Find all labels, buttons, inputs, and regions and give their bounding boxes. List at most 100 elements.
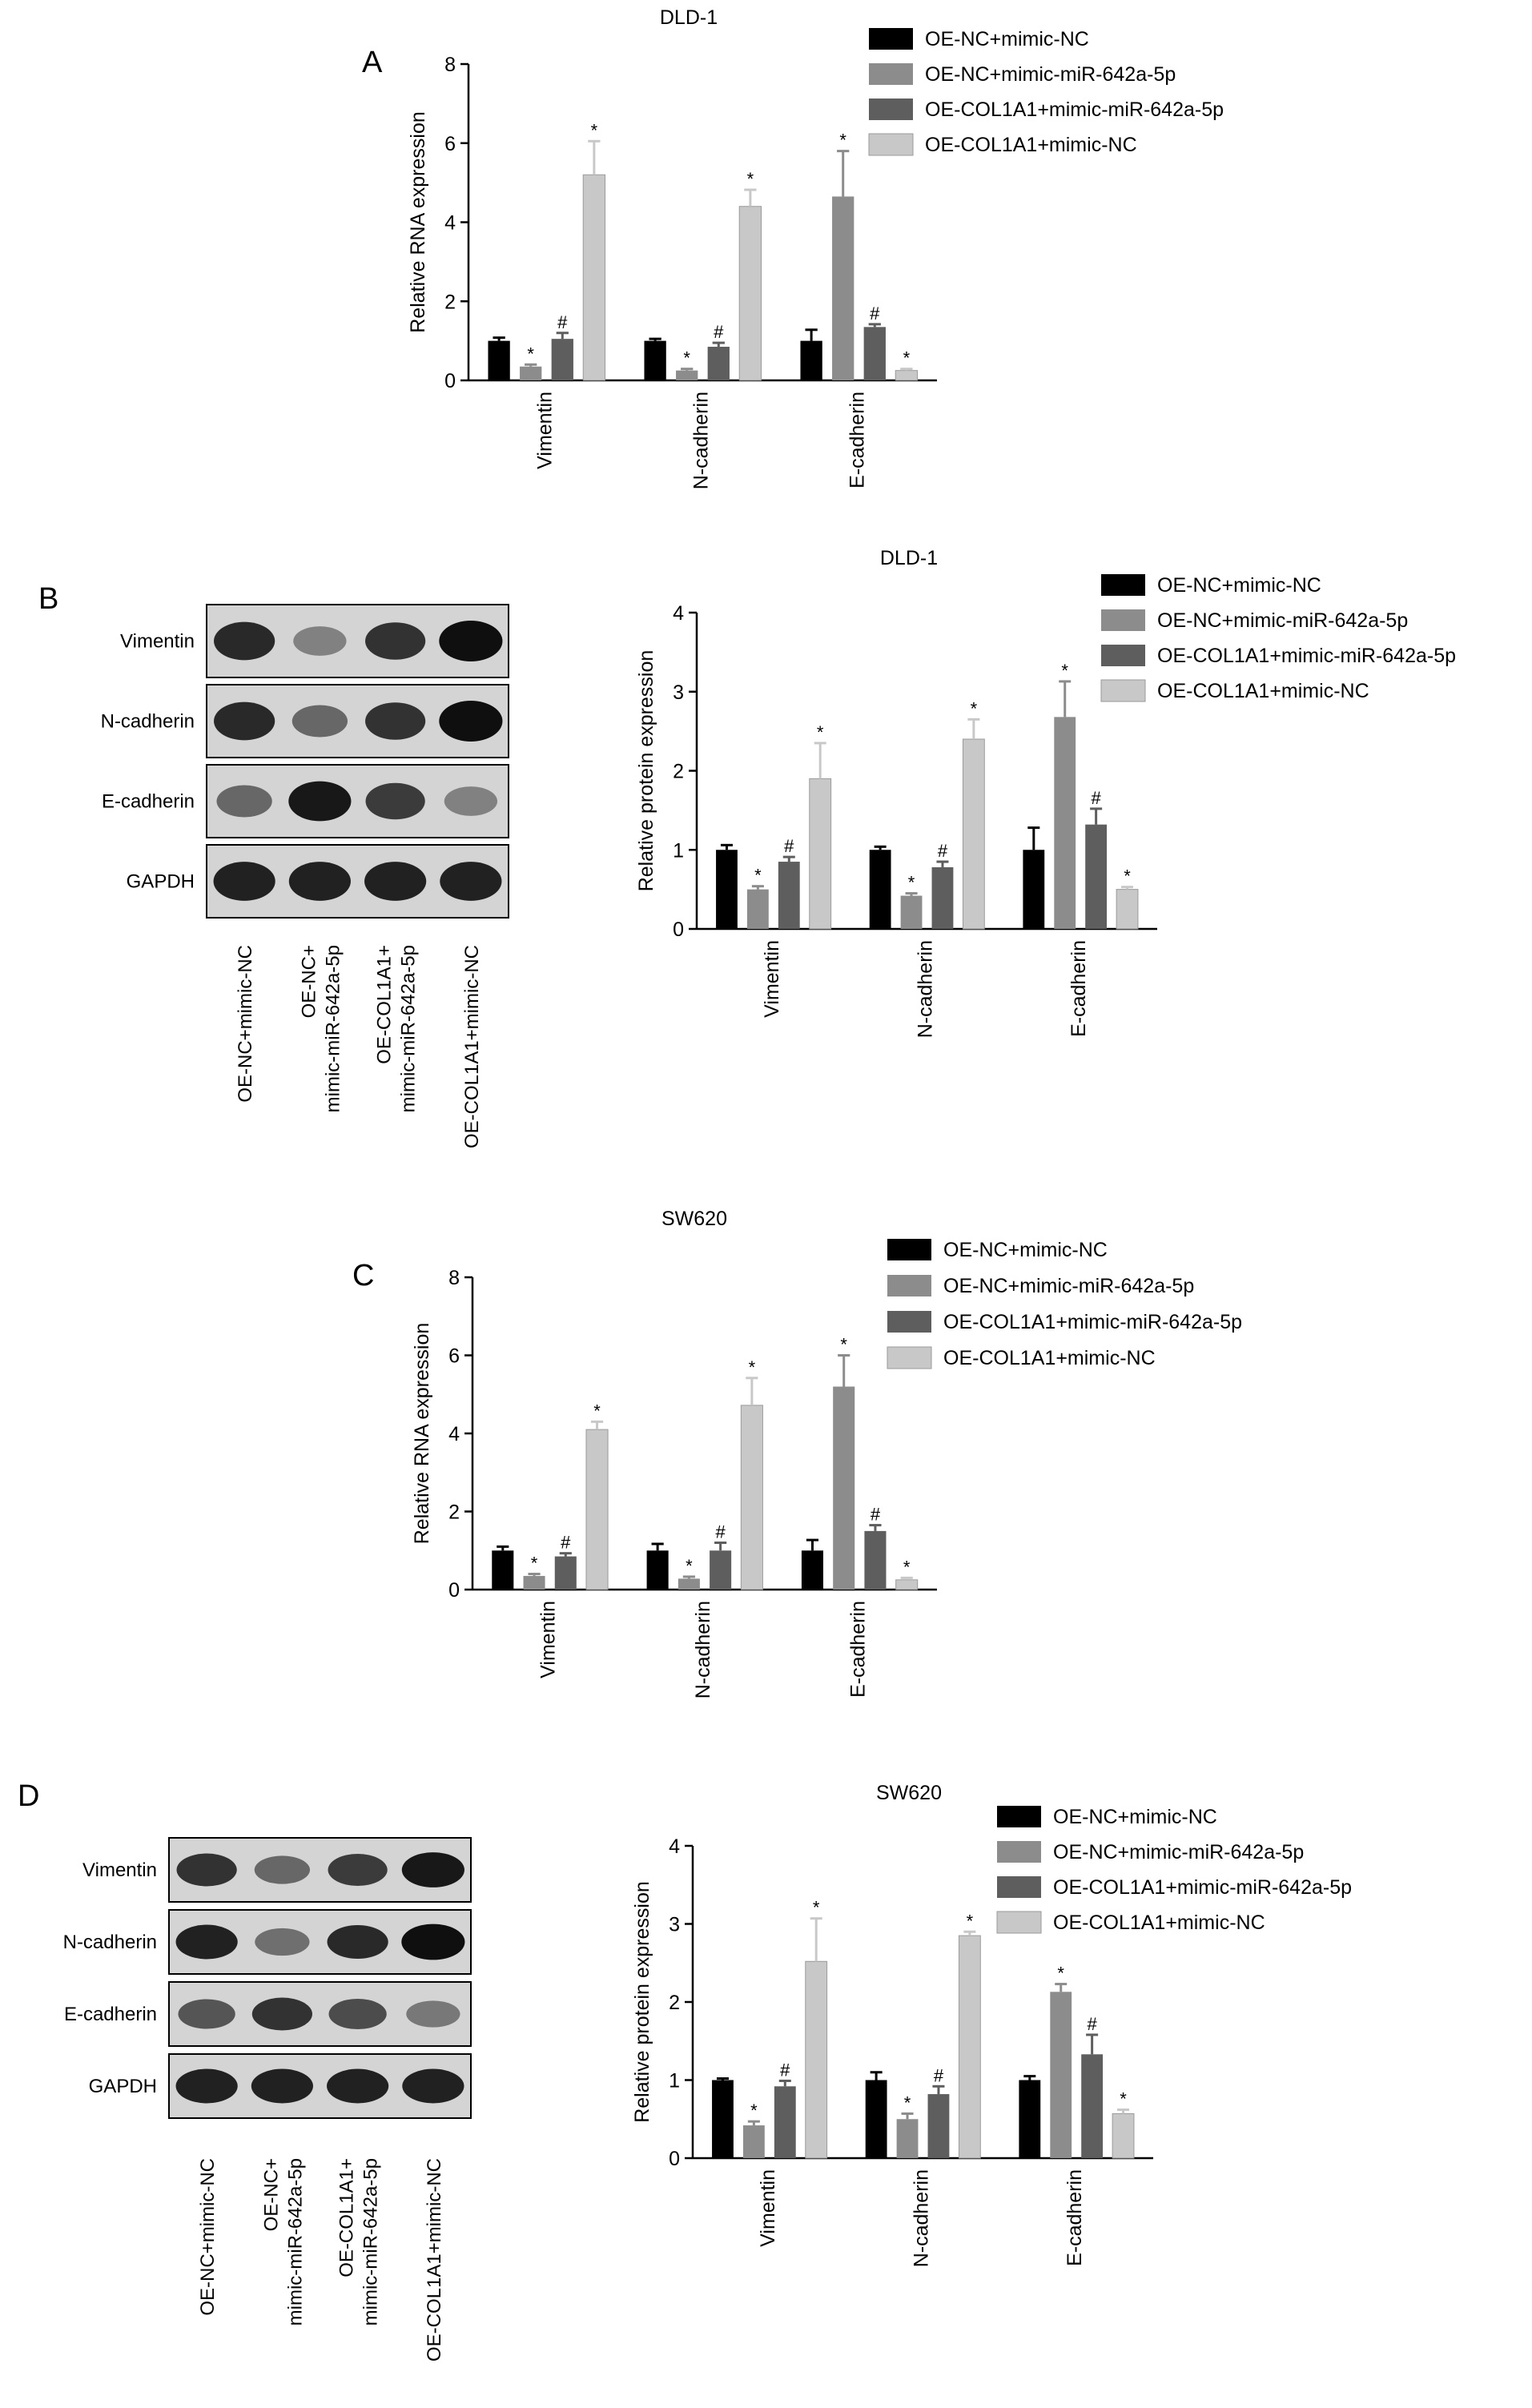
bar-vimentin-series-1: [492, 1550, 514, 1590]
blot-band: [178, 1999, 235, 2029]
y-tick-label: 4: [669, 1835, 680, 1858]
legend-label-4: OE-COL1A1+mimic-NC: [943, 1347, 1156, 1369]
blot-lane-label-2: OE-NC+: [260, 2158, 282, 2231]
x-tick-label-e-cadherin: E-cadherin: [1064, 2169, 1086, 2266]
blot-lane-label-4: OE-COL1A1+mimic-NC: [424, 2158, 445, 2362]
x-tick-label-n-cadherin: N-cadherin: [692, 1601, 714, 1698]
blot-row-label-vimentin: Vimentin: [82, 1859, 157, 1881]
y-axis-label: Relative RNA expression: [411, 1323, 433, 1545]
blot-band: [439, 701, 503, 742]
blot-lane-label-4: OE-COL1A1+mimic-NC: [461, 945, 483, 1148]
blot-row-label-n-cadherin: N-cadherin: [101, 711, 195, 733]
legend-swatch-2: [997, 1841, 1041, 1863]
legend-label-1: OE-NC+mimic-NC: [943, 1239, 1108, 1261]
significance-hash: #: [784, 836, 794, 856]
bar-vimentin-series-2: [523, 1575, 545, 1590]
bar-vimentin-series-4: [809, 778, 832, 930]
significance-star: *: [903, 1557, 911, 1577]
blot-lane-label-3: OE-COL1A1+: [336, 2158, 358, 2277]
bar-e-cadherin-series-1: [1019, 2080, 1041, 2158]
bar-e-cadherin-series-3: [864, 1530, 887, 1590]
significance-star: *: [840, 1335, 847, 1355]
bar-n-cadherin-series-4: [958, 1935, 981, 2159]
x-tick-label-n-cadherin: N-cadherin: [690, 392, 713, 489]
significance-star: *: [591, 120, 598, 140]
y-axis-label: Relative RNA expression: [407, 111, 429, 333]
blot-band: [327, 2068, 389, 2104]
bar-vimentin-series-3: [554, 1556, 577, 1590]
legend-label-3: OE-COL1A1+mimic-miR-642a-5p: [943, 1311, 1242, 1333]
y-tick-label: 3: [673, 681, 684, 704]
bar-n-cadherin-series-1: [869, 850, 891, 929]
legend-label-2: OE-NC+mimic-miR-642a-5p: [925, 63, 1176, 86]
significance-hash: #: [557, 312, 568, 332]
blot-band: [213, 862, 275, 901]
y-tick-label: 2: [444, 291, 456, 313]
significance-star: *: [750, 2100, 758, 2121]
blot-band: [254, 1855, 311, 1884]
legend-swatch-2: [869, 63, 913, 85]
legend-swatch-4: [996, 1911, 1042, 1934]
significance-star: *: [903, 348, 911, 368]
significance-star: *: [908, 873, 915, 893]
significance-star: *: [904, 2092, 911, 2113]
legend-swatch-1: [997, 1806, 1041, 1827]
bar-vimentin-series-1: [716, 850, 738, 929]
bar-n-cadherin-series-3: [707, 347, 730, 380]
legend-label-4: OE-COL1A1+mimic-NC: [1053, 1912, 1265, 1934]
legend-swatch-3: [869, 98, 913, 120]
legend-label-1: OE-NC+mimic-NC: [1157, 574, 1321, 597]
chart-title: DLD-1: [660, 6, 718, 29]
y-tick-label: 1: [673, 839, 684, 862]
significance-star: *: [593, 1401, 601, 1421]
blot-band: [255, 1928, 310, 1956]
blot-lane-label-3: OE-COL1A1+: [374, 945, 396, 1064]
significance-star: *: [817, 722, 824, 742]
legend-label-1: OE-NC+mimic-NC: [925, 28, 1089, 50]
bar-n-cadherin-series-4: [962, 738, 985, 930]
y-tick-label: 0: [673, 919, 684, 941]
blot-band: [365, 782, 425, 820]
legend-swatch-1: [869, 28, 913, 50]
blot-band: [402, 2068, 464, 2104]
significance-star: *: [754, 866, 762, 886]
chart-panel-c: SW620 0 2 4 6 8 Relative RNA expression * # * Vime…: [411, 1208, 1242, 1698]
bar-n-cadherin-series-4: [738, 206, 762, 381]
bar-e-cadherin-series-4: [895, 370, 919, 381]
legend-swatch-4: [868, 133, 914, 156]
western-blot-b: VimentinN-cadherinE-cadherinGAPDHOE-NC+m…: [101, 604, 509, 1148]
bar-n-cadherin-series-2: [676, 370, 698, 380]
legend-swatch-2: [1101, 609, 1145, 631]
blot-band: [328, 1854, 388, 1886]
blot-row-label-n-cadherin: N-cadherin: [63, 1932, 157, 1953]
bar-e-cadherin-series-3: [863, 327, 886, 380]
western-blot-d: VimentinN-cadherinE-cadherinGAPDHOE-NC+m…: [63, 1837, 472, 2362]
legend-label-3: OE-COL1A1+mimic-miR-642a-5p: [925, 98, 1224, 121]
bar-e-cadherin-series-1: [801, 1550, 823, 1590]
legend-label-3: OE-COL1A1+mimic-miR-642a-5p: [1053, 1876, 1352, 1899]
significance-hash: #: [1091, 788, 1101, 808]
blot-band: [401, 1852, 464, 1887]
bar-e-cadherin-series-1: [1023, 850, 1045, 929]
significance-star: *: [813, 1898, 820, 1918]
blot-lane-label-3: mimic-miR-642a-5p: [360, 2158, 382, 2326]
significance-hash: #: [780, 2060, 790, 2080]
bar-vimentin-series-1: [488, 340, 510, 380]
x-tick-label-e-cadherin: E-cadherin: [846, 1601, 869, 1698]
significance-star: *: [686, 1556, 693, 1576]
significance-hash: #: [714, 322, 724, 342]
significance-star: *: [747, 169, 754, 189]
significance-star: *: [967, 1911, 974, 1931]
panel-letter-b: B: [38, 582, 58, 616]
blot-band: [292, 705, 348, 738]
significance-star: *: [527, 344, 534, 364]
significance-hash: #: [938, 841, 948, 861]
x-tick-label-vimentin: Vimentin: [757, 2169, 779, 2247]
panel-letter-c: C: [352, 1259, 374, 1292]
y-tick-label: 1: [669, 2070, 680, 2092]
x-tick-label-n-cadherin: N-cadherin: [911, 2169, 933, 2267]
bar-vimentin-series-2: [746, 889, 769, 929]
bar-e-cadherin-series-2: [833, 1386, 855, 1590]
legend-swatch-1: [1101, 574, 1145, 596]
